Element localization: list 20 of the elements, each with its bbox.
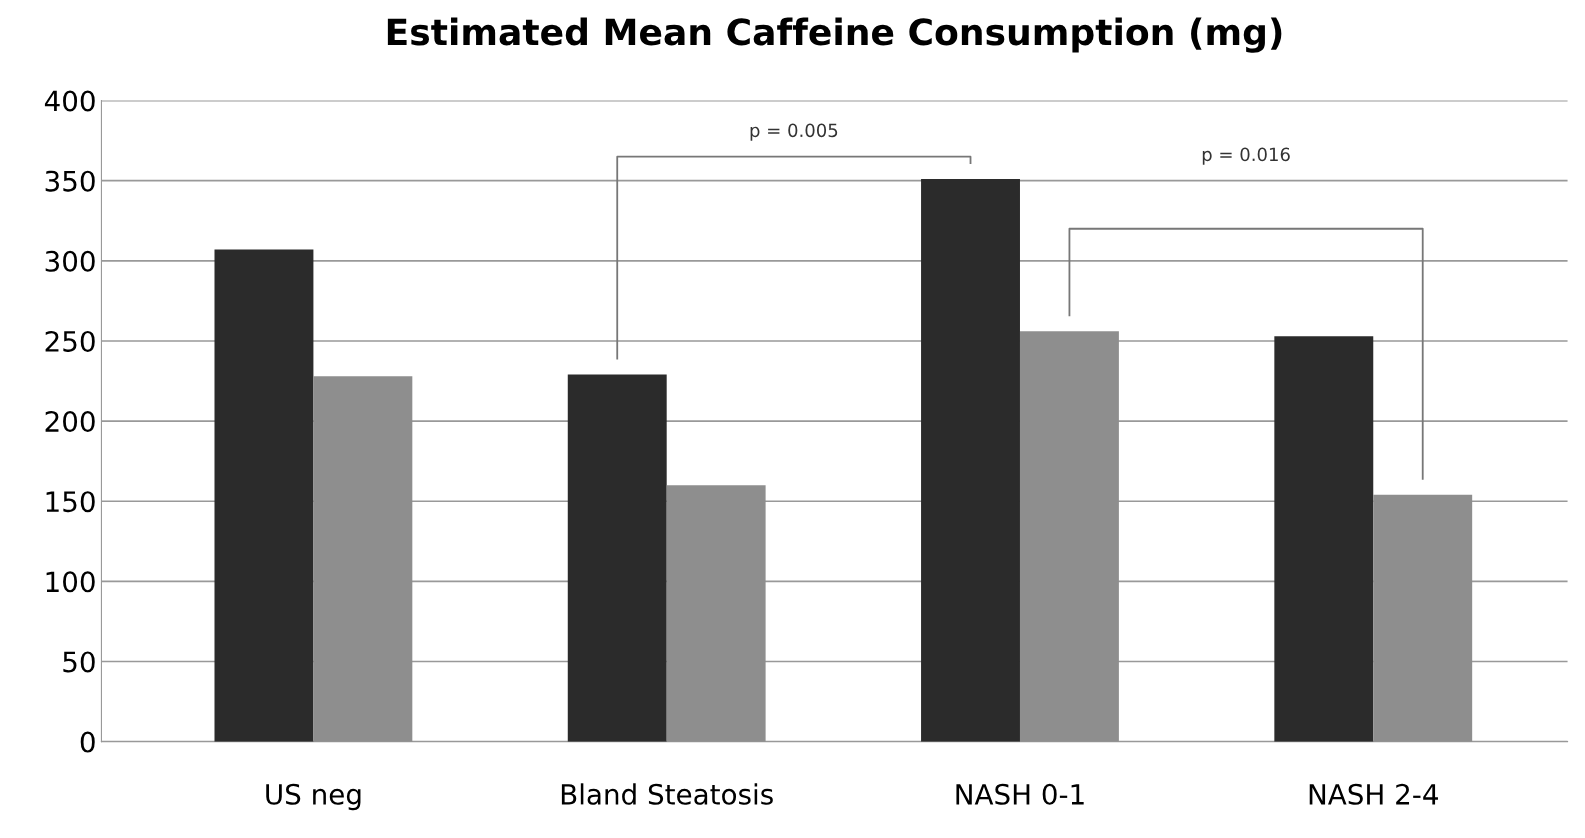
y-tick-label: 350 — [45, 170, 95, 192]
bar — [214, 249, 314, 742]
y-tick-label: 200 — [45, 411, 95, 433]
annotation: p = 0.016 — [1202, 147, 1290, 165]
x-tick-label: Bland Steatosis — [561, 783, 773, 805]
y-tick-label: 150 — [46, 491, 95, 513]
annotation: p = 0.005 — [750, 123, 838, 141]
bar — [567, 374, 667, 742]
chart-title: Estimated Mean Caffeine Consumption (mg) — [387, 17, 1282, 53]
x-tick-label: NASH 0-1 — [956, 783, 1084, 805]
y-tick-label: 400 — [44, 90, 95, 112]
x-tick-label: US neg — [266, 783, 361, 811]
y-tick-label: 0 — [80, 731, 95, 753]
y-tick-label: 250 — [45, 330, 95, 352]
bar — [921, 179, 1020, 742]
y-tick-label: 100 — [46, 571, 95, 593]
bar — [1274, 336, 1374, 742]
y-tick-label: 300 — [45, 250, 95, 272]
y-tick-label: 50 — [63, 651, 95, 673]
x-tick-label: NASH 2-4 — [1309, 783, 1438, 805]
